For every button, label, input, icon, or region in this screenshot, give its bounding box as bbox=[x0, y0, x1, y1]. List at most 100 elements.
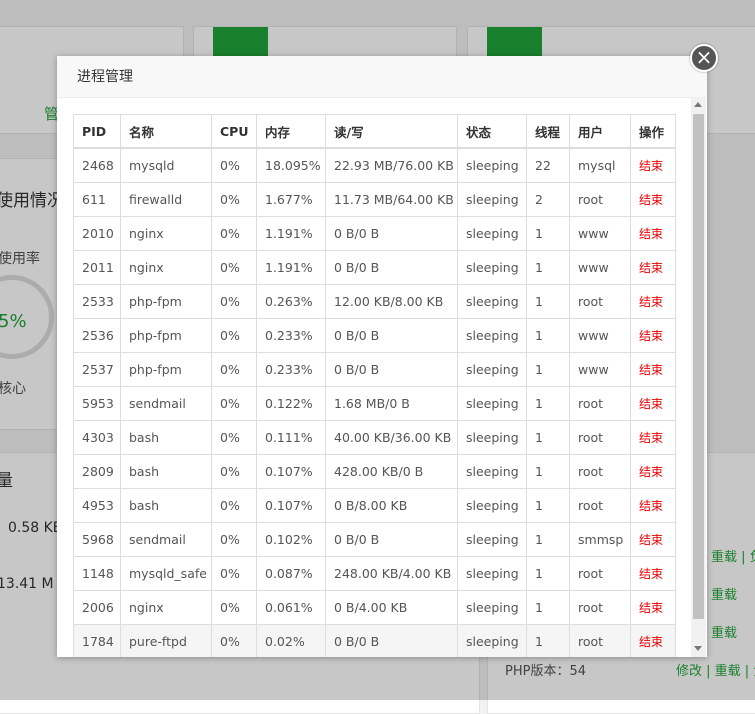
action-links[interactable]: 重载 | 负 bbox=[711, 550, 755, 565]
cell: 0% bbox=[211, 182, 257, 217]
column-header: PID bbox=[73, 114, 121, 149]
cell: nginx bbox=[120, 216, 212, 251]
cell: 0 B/4.00 KB bbox=[325, 590, 458, 625]
php-version: PHP版本：54 bbox=[505, 664, 586, 679]
cell: sleeping bbox=[457, 250, 527, 285]
cell: sleeping bbox=[457, 454, 527, 489]
cell: php-fpm bbox=[120, 284, 212, 319]
label: 核心 bbox=[0, 381, 26, 397]
cell: 0% bbox=[211, 556, 257, 591]
cell: 5968 bbox=[73, 522, 121, 557]
cell: root bbox=[569, 454, 631, 489]
kill-button[interactable]: 结束 bbox=[630, 522, 676, 557]
kill-button[interactable]: 结束 bbox=[630, 147, 676, 183]
action-link[interactable]: 重载 bbox=[711, 588, 738, 603]
column-header: 状态 bbox=[457, 114, 527, 149]
scroll-thumb[interactable] bbox=[693, 114, 704, 619]
cell: www bbox=[569, 318, 631, 353]
cell: 1 bbox=[526, 284, 570, 319]
cell: 0.233% bbox=[256, 318, 326, 353]
cell: 1 bbox=[526, 352, 570, 387]
action-links[interactable]: 修改 | 重载 | 负 bbox=[676, 664, 755, 679]
cell: 40.00 KB/36.00 KB bbox=[325, 420, 458, 455]
cell: sendmail bbox=[120, 386, 212, 421]
process-table: PID 名称 CPU 内存 读/写 状态 线程 用户 操作 2468 mysqld 0% 18.095… bbox=[73, 114, 676, 657]
kill-button[interactable]: 结束 bbox=[630, 284, 676, 319]
kill-button[interactable]: 结束 bbox=[630, 488, 676, 523]
close-button[interactable]: × bbox=[690, 44, 718, 72]
column-header: 用户 bbox=[569, 114, 631, 149]
kill-button[interactable]: 结束 bbox=[630, 386, 676, 421]
kill-button[interactable]: 结束 bbox=[630, 556, 676, 591]
cell: 2533 bbox=[73, 284, 121, 319]
cell: sleeping bbox=[457, 488, 527, 523]
panel-title: 量 bbox=[0, 471, 13, 491]
cell: 4303 bbox=[73, 420, 121, 455]
cell: 1 bbox=[526, 488, 570, 523]
cell: 0 B/0 B bbox=[325, 624, 458, 657]
cell: mysqld bbox=[120, 147, 212, 183]
cell: 18.095% bbox=[256, 147, 326, 183]
cell: smmsp bbox=[569, 522, 631, 557]
manage-link[interactable]: 管 bbox=[44, 105, 60, 123]
column-header: 内存 bbox=[256, 114, 326, 149]
scroll-down[interactable] bbox=[694, 646, 702, 651]
scrollbar[interactable] bbox=[691, 98, 706, 657]
cell: 11.73 MB/64.00 KB bbox=[325, 182, 458, 217]
cell: root bbox=[569, 624, 631, 657]
cell: 0.102% bbox=[256, 522, 326, 557]
cell: 1 bbox=[526, 250, 570, 285]
cell: pure-ftpd bbox=[120, 624, 212, 657]
cell: 1 bbox=[526, 420, 570, 455]
cell: 0.107% bbox=[256, 488, 326, 523]
kill-button[interactable]: 结束 bbox=[630, 318, 676, 353]
cell: 0 B/0 B bbox=[325, 216, 458, 251]
cell: 0.061% bbox=[256, 590, 326, 625]
icon-block bbox=[213, 27, 268, 59]
action-link[interactable]: 重载 bbox=[711, 626, 738, 641]
cell: 1 bbox=[526, 454, 570, 489]
cell: 1 bbox=[526, 216, 570, 251]
cell: 1 bbox=[526, 386, 570, 421]
cell: 2 bbox=[526, 182, 570, 217]
kill-button[interactable]: 结束 bbox=[630, 352, 676, 387]
kill-button[interactable]: 结束 bbox=[630, 420, 676, 455]
cell: 2537 bbox=[73, 352, 121, 387]
kill-button[interactable]: 结束 bbox=[630, 182, 676, 217]
kill-button[interactable]: 结束 bbox=[630, 250, 676, 285]
kill-button[interactable]: 结束 bbox=[630, 216, 676, 251]
scroll-up[interactable] bbox=[694, 102, 702, 107]
cell: 1148 bbox=[73, 556, 121, 591]
cell: bash bbox=[120, 454, 212, 489]
cell: 0.107% bbox=[256, 454, 326, 489]
cell: sleeping bbox=[457, 556, 527, 591]
cell: 428.00 KB/0 B bbox=[325, 454, 458, 489]
kill-button[interactable]: 结束 bbox=[630, 454, 676, 489]
icon-block bbox=[487, 27, 542, 59]
cell: 0% bbox=[211, 522, 257, 557]
cell: bash bbox=[120, 488, 212, 523]
cell: 0% bbox=[211, 318, 257, 353]
cell: 2006 bbox=[73, 590, 121, 625]
process-row: 2533 php-fpm 0% 0.263% 12.00 KB/8.00 KB sleep… bbox=[73, 284, 676, 319]
cell: 1.68 MB/0 B bbox=[325, 386, 458, 421]
kill-button[interactable]: 结束 bbox=[630, 590, 676, 625]
column-header: 操作 bbox=[630, 114, 676, 149]
column-header: 名称 bbox=[120, 114, 212, 149]
cell: root bbox=[569, 420, 631, 455]
cell: 0% bbox=[211, 352, 257, 387]
cell: bash bbox=[120, 420, 212, 455]
cell: 2468 bbox=[73, 147, 121, 183]
cell: 0 B/0 B bbox=[325, 250, 458, 285]
cell: 0.02% bbox=[256, 624, 326, 657]
cell: sleeping bbox=[457, 624, 527, 657]
dialog-body: PID 名称 CPU 内存 读/写 状态 线程 用户 操作 2468 mysqld 0% 18.095… bbox=[57, 98, 707, 657]
cell: 22.93 MB/76.00 KB bbox=[325, 147, 458, 183]
cell: nginx bbox=[120, 250, 212, 285]
kill-button[interactable]: 结束 bbox=[630, 624, 676, 657]
cell: 0 B/8.00 KB bbox=[325, 488, 458, 523]
